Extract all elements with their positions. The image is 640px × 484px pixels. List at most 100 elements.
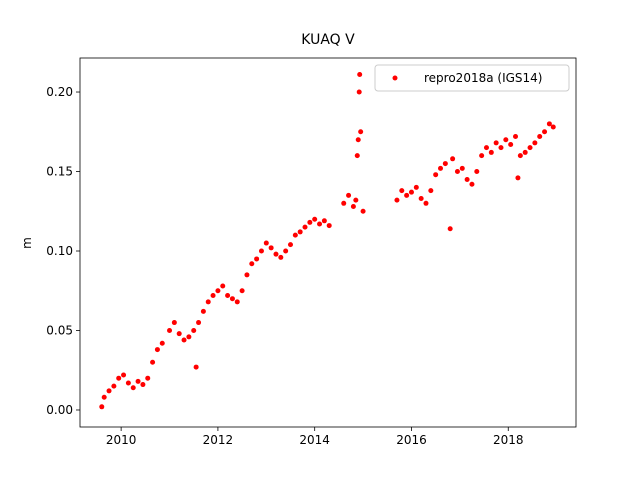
point	[121, 372, 127, 378]
point	[394, 197, 400, 203]
point	[210, 293, 216, 299]
legend-marker	[392, 75, 398, 81]
point	[321, 218, 327, 224]
point	[537, 134, 543, 140]
point	[447, 226, 453, 232]
y-tick-label: 0.20	[46, 85, 73, 99]
point	[205, 299, 211, 305]
point	[116, 375, 122, 381]
point	[307, 219, 313, 225]
point	[181, 337, 187, 343]
point	[532, 140, 538, 146]
point	[515, 175, 521, 181]
point	[145, 375, 151, 381]
point	[399, 188, 405, 194]
point	[292, 232, 298, 238]
x-tick-label: 2012	[203, 433, 234, 447]
legend-label: repro2018a (IGS14)	[424, 71, 542, 85]
point	[350, 203, 356, 209]
point	[263, 240, 269, 246]
point	[522, 149, 528, 155]
point	[418, 196, 424, 202]
point	[278, 254, 284, 260]
point	[459, 165, 465, 171]
point	[176, 331, 182, 337]
point	[513, 134, 519, 140]
point	[503, 137, 509, 143]
plot-frame	[79, 57, 577, 428]
point	[542, 129, 548, 135]
point	[186, 334, 192, 340]
point	[357, 72, 363, 78]
point	[479, 153, 485, 159]
point	[125, 380, 131, 386]
point	[99, 404, 105, 410]
point	[404, 192, 410, 198]
point	[408, 189, 414, 195]
point	[483, 145, 489, 151]
point	[469, 181, 475, 187]
point	[428, 188, 434, 194]
y-tick-label: 0.00	[46, 403, 73, 417]
point	[356, 89, 362, 95]
y-tick-label: 0.10	[46, 244, 73, 258]
point	[438, 165, 444, 171]
point	[355, 137, 361, 143]
y-tick-label: 0.15	[46, 165, 73, 179]
point	[517, 153, 523, 159]
point	[167, 327, 173, 333]
point	[244, 272, 250, 278]
point	[154, 347, 160, 353]
point	[454, 169, 460, 175]
point	[229, 296, 235, 302]
point	[341, 200, 347, 206]
point	[464, 176, 470, 182]
point	[249, 261, 255, 267]
point	[171, 320, 177, 326]
point	[130, 385, 136, 391]
point	[302, 224, 308, 230]
y-axis-label: m	[20, 237, 34, 249]
point	[527, 145, 533, 151]
point	[297, 229, 303, 235]
point	[150, 359, 156, 365]
point	[159, 340, 165, 346]
point	[326, 223, 332, 229]
point	[106, 388, 112, 394]
point	[287, 242, 293, 248]
point	[354, 153, 360, 159]
point	[317, 221, 323, 227]
point	[546, 121, 552, 127]
point	[423, 200, 429, 206]
point	[312, 216, 318, 222]
point	[234, 299, 240, 305]
point	[135, 378, 141, 384]
point	[450, 156, 456, 162]
point	[433, 172, 439, 178]
point	[474, 169, 480, 175]
y-tick-label: 0.05	[46, 323, 73, 337]
point	[493, 140, 499, 146]
point	[488, 149, 494, 155]
point	[413, 184, 419, 190]
point	[358, 129, 364, 135]
point	[225, 293, 231, 299]
point	[268, 245, 274, 251]
x-tick-label: 2016	[396, 433, 427, 447]
point	[239, 288, 245, 294]
point	[273, 251, 279, 257]
point	[111, 383, 117, 389]
point	[346, 192, 352, 198]
x-tick-label: 2018	[493, 433, 524, 447]
point	[215, 288, 221, 294]
point	[191, 327, 197, 333]
point	[140, 382, 146, 388]
point	[283, 248, 289, 254]
legend-box	[374, 64, 570, 92]
point	[220, 283, 226, 289]
point	[442, 161, 448, 167]
point	[508, 141, 514, 147]
point	[498, 145, 504, 151]
chart-title: KUAQ V	[301, 32, 355, 48]
